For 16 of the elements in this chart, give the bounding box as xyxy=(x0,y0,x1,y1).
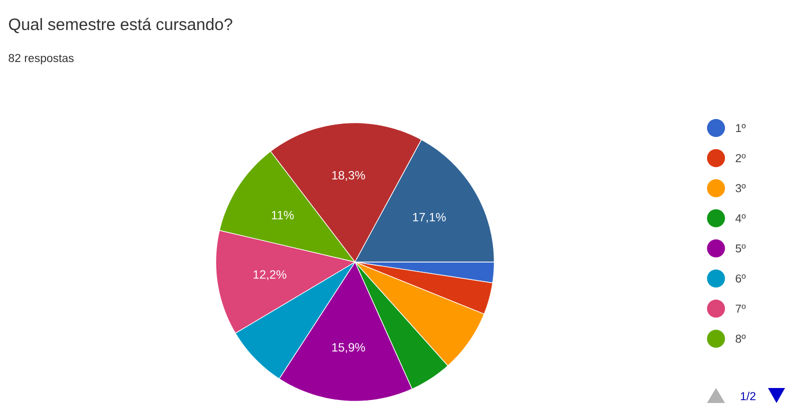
legend-label: 4º xyxy=(735,214,746,222)
legend-label: 7º xyxy=(736,304,746,313)
data-label: 17,1% xyxy=(413,212,446,223)
chart-title: Qual semestre está cursando? xyxy=(8,18,232,34)
legend-label: 3º xyxy=(736,184,746,192)
legend-label: 1º xyxy=(736,124,746,132)
data-label: 15,9% xyxy=(332,343,365,354)
legend-label: 6º xyxy=(736,274,746,283)
text: 1/2 xyxy=(740,392,756,400)
data-label: 18,3% xyxy=(332,170,365,181)
data-label: 12,2% xyxy=(254,270,286,280)
legend-label: 2º xyxy=(736,154,746,162)
legend-label: 8º xyxy=(736,334,746,343)
data-label: 11% xyxy=(272,210,294,220)
text: 82 respostas xyxy=(8,54,74,64)
legend-label: 5º xyxy=(736,244,746,252)
